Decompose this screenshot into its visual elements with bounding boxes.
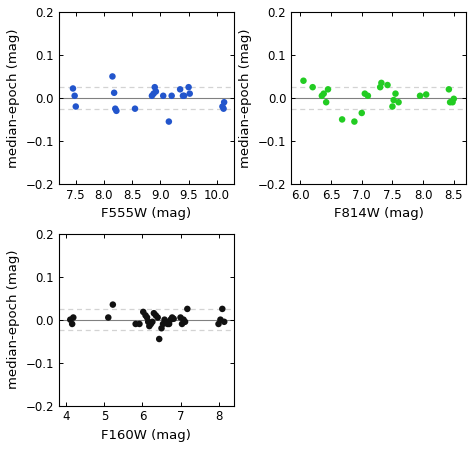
Point [144,318,152,326]
Point [132,320,140,327]
Point [177,314,184,321]
Point [184,305,191,313]
Point [159,92,167,99]
Point [110,89,118,97]
Point [350,118,358,125]
Point [148,92,156,99]
Point [113,107,120,114]
Point [450,95,457,102]
Point [377,79,385,87]
Point [69,85,77,92]
Point [219,103,226,110]
Point [389,103,396,110]
Point [150,310,158,317]
Point [220,318,228,326]
Point [323,99,330,106]
Point [151,84,158,91]
Point [220,105,228,112]
Point [392,90,399,97]
Point [156,335,163,343]
Point [67,316,74,323]
Point [170,315,177,322]
Point [422,91,430,98]
Point [361,90,368,97]
Point [72,103,79,110]
Point [324,86,332,93]
Point [70,314,77,321]
Point [162,318,170,326]
Point [179,92,187,99]
Point [152,312,159,319]
Point [112,105,119,112]
Point [152,88,160,95]
Y-axis label: median-epoch (mag): median-epoch (mag) [7,250,20,389]
Point [364,92,372,99]
Point [142,312,149,319]
Point [320,90,327,97]
Point [136,320,143,327]
Point [168,92,175,99]
Point [185,84,193,91]
Point [416,92,424,99]
Point [109,301,117,308]
Point [358,110,366,117]
Point [131,105,139,112]
Point [154,314,161,321]
Point [390,97,397,104]
Point [180,92,188,99]
Y-axis label: median-epoch (mag): median-epoch (mag) [239,28,252,167]
Point [161,316,168,323]
Point [318,92,325,99]
Point [158,325,165,332]
Point [181,318,189,326]
Point [166,320,173,327]
Point [164,320,171,327]
Point [215,320,222,327]
X-axis label: F814W (mag): F814W (mag) [333,207,423,220]
Point [447,99,454,106]
Point [338,116,346,123]
Point [300,77,307,84]
Point [71,92,79,99]
Point [395,99,403,106]
Point [69,320,76,327]
Point [167,316,175,323]
Point [168,314,176,321]
Point [186,90,193,97]
Point [219,305,226,313]
Point [143,314,151,321]
Point [180,316,187,323]
Point [220,99,228,106]
X-axis label: F555W (mag): F555W (mag) [101,207,192,220]
Point [140,308,147,316]
Point [176,86,184,93]
Point [217,316,224,323]
Y-axis label: median-epoch (mag): median-epoch (mag) [7,28,20,167]
Point [150,90,158,97]
Point [449,99,456,106]
Point [105,314,112,321]
Point [445,86,453,93]
Point [165,118,173,125]
Point [159,320,167,327]
Point [147,320,155,327]
Point [149,318,156,326]
Point [178,320,186,327]
Point [309,84,316,91]
X-axis label: F160W (mag): F160W (mag) [101,429,191,442]
Point [377,84,384,91]
Point [146,322,153,330]
Point [109,73,116,80]
Point [384,81,391,88]
